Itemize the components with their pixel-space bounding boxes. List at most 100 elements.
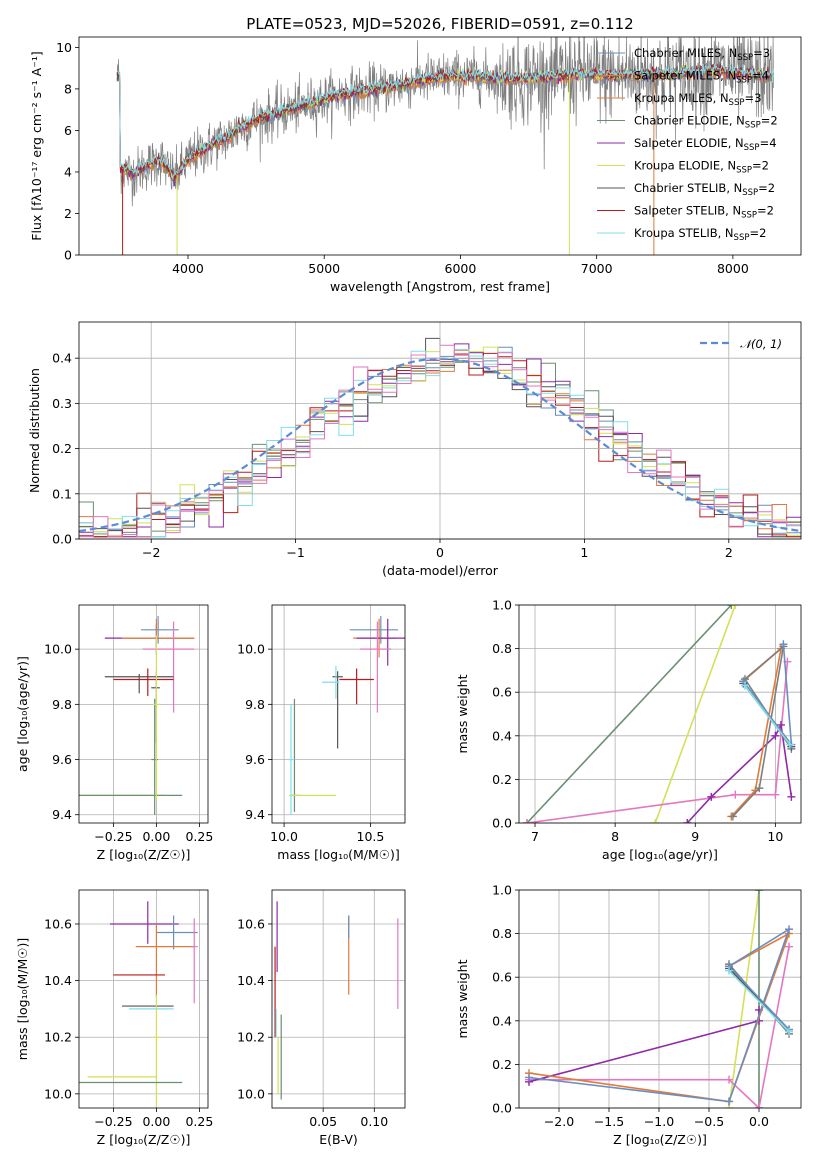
y-tick-label: 10.6 [44, 916, 72, 931]
y-tick-label: 9.4 [245, 807, 265, 822]
y-tick-label: 10.2 [44, 1030, 72, 1045]
y-tick-label: 10.0 [237, 1086, 265, 1101]
legend-entry: Chabrier ELODIE, NSSP=2 [634, 114, 778, 131]
weight-marker [725, 1097, 733, 1106]
weight-marker [731, 605, 740, 609]
legend-label: Salpeter ELODIE, N [634, 136, 744, 150]
legend-entry: Kroupa STELIB, NSSP=2 [634, 226, 766, 243]
legend-entry: Kroupa ELODIE, NSSP=2 [634, 159, 769, 176]
axes-frame [518, 604, 802, 824]
weight-marker [779, 640, 788, 649]
weight-marker [525, 1073, 533, 1082]
y-axis-label: Normed distribution [27, 368, 42, 493]
x-tick-label: −1.0 [644, 1114, 674, 1129]
y-tick-label: 0.1 [52, 486, 72, 501]
plot-area [116, 37, 774, 255]
y-tick-label: 10.0 [44, 642, 72, 657]
legend-subscript: SSP [745, 121, 761, 131]
x-tick-label: 0.00 [142, 829, 170, 844]
plot-area [79, 901, 198, 1108]
y-axis-label: mass weight [455, 674, 470, 753]
y-tick-label: 0.0 [52, 532, 72, 547]
weight-series [744, 685, 791, 745]
x-tick-label: 10.0 [270, 829, 298, 844]
y-tick-label: 0.4 [492, 1013, 512, 1028]
legend-suffix: =4 [760, 136, 777, 150]
weight-series [526, 605, 732, 823]
model-spectrum [116, 63, 774, 180]
axes-frame [271, 604, 406, 824]
x-axis-label: (data-model)/error [382, 563, 499, 578]
y-tick-label: 0.0 [492, 1101, 512, 1116]
weight-marker [651, 819, 660, 823]
model-spectrum [117, 63, 774, 179]
weight-marker [771, 790, 780, 799]
legend-suffix: =2 [761, 114, 778, 128]
y-tick-label: 10.4 [44, 973, 72, 988]
weight-series [654, 605, 737, 823]
legend-suffix: =2 [757, 204, 774, 218]
legend-label: Kroupa STELIB, N [634, 226, 734, 240]
y-tick-label: 9.6 [52, 752, 72, 767]
weight-marker [731, 790, 740, 799]
x-axis-label: age [log₁₀(age/yr)] [602, 847, 718, 862]
residuals-panel: −2 −1 0 1 2 0.0 0.1 0.2 0.3 0.4 (data-model)/error… [27, 321, 802, 578]
weight-series [728, 890, 760, 1108]
legend-entry: Salpeter ELODIE, NSSP=4 [634, 136, 777, 153]
x-tick-label: 0.10 [360, 1114, 388, 1129]
y-tick-label: 9.6 [245, 752, 265, 767]
mass-vs-metallicity-panel: −0.25 0.00 0.25 10.0 10.2 10.4 10.6 Z [log₁₀(Z/… [15, 889, 213, 1147]
weight-marker [728, 812, 737, 821]
x-tick-label: 7000 [581, 261, 613, 276]
legend-label: Salpeter MILES, N [634, 69, 736, 83]
x-tick-label: 9 [691, 829, 699, 844]
age-vs-metallicity-panel: −0.25 0.00 0.25 9.4 9.6 9.8 10.0 Z [log₁₀(Z/Z☉)… [15, 604, 213, 862]
y-tick-label: 4 [64, 164, 72, 179]
weight-marker [771, 731, 780, 740]
weight-marker [707, 792, 716, 801]
y-tick-label: 0.3 [52, 396, 72, 411]
y-tick-label: 0.2 [492, 1057, 512, 1072]
legend-subscript: SSP [734, 233, 750, 243]
weight-marker [787, 792, 796, 801]
x-tick-label: 0.00 [142, 1114, 170, 1129]
legend-label: Chabrier STELIB, N [634, 181, 742, 195]
y-tick-label: 0.4 [52, 351, 72, 366]
y-tick-label: 2 [64, 206, 72, 221]
plot-area [287, 616, 405, 815]
y-axis-label: Flux [fλ10⁻¹⁷ erg cm⁻² s⁻¹ A⁻¹] [29, 51, 44, 240]
x-axis-label: E(B-V) [319, 1132, 358, 1147]
legend-subscript: SSP [736, 166, 752, 176]
x-axis-label: mass [log₁₀(M/M☉)] [277, 847, 399, 862]
axes-frame [518, 889, 802, 1109]
legend-suffix: =2 [758, 181, 775, 195]
legend-entry: 𝒩(0, 1) [740, 337, 782, 351]
x-tick-label: 0 [436, 545, 444, 560]
legend-subscript: SSP [741, 211, 757, 221]
x-tick-label: 5000 [308, 261, 340, 276]
x-tick-label: 0.05 [309, 1114, 337, 1129]
age-vs-mass-panel: 10.0 10.5 9.4 9.6 9.8 10.0 mass [log₁₀(M/M☉)] [237, 604, 406, 862]
weight-marker [785, 740, 794, 749]
weight-marker [683, 819, 692, 823]
y-tick-label: 10 [56, 40, 72, 55]
x-tick-label: −2.0 [544, 1114, 574, 1129]
x-tick-label: −2 [142, 545, 160, 560]
axes-frame [78, 889, 209, 1109]
y-tick-label: 0.2 [492, 772, 512, 787]
weight-marker [755, 890, 763, 894]
y-tick-label: 10.4 [237, 973, 265, 988]
x-tick-label: 8 [611, 829, 619, 844]
y-tick-label: 10.2 [237, 1030, 265, 1045]
y-tick-label: 8 [64, 81, 72, 96]
x-tick-label: −1 [286, 545, 304, 560]
legend-suffix: =3 [753, 46, 770, 60]
y-tick-label: 10.0 [44, 1086, 72, 1101]
y-tick-label: 0.4 [492, 728, 512, 743]
weight-marker [785, 1027, 793, 1036]
weight-marker [523, 819, 532, 823]
weight-series [529, 946, 790, 1108]
legend-suffix: =2 [752, 159, 769, 173]
legend-entry: Chabrier MILES, NSSP=3 [634, 46, 770, 63]
